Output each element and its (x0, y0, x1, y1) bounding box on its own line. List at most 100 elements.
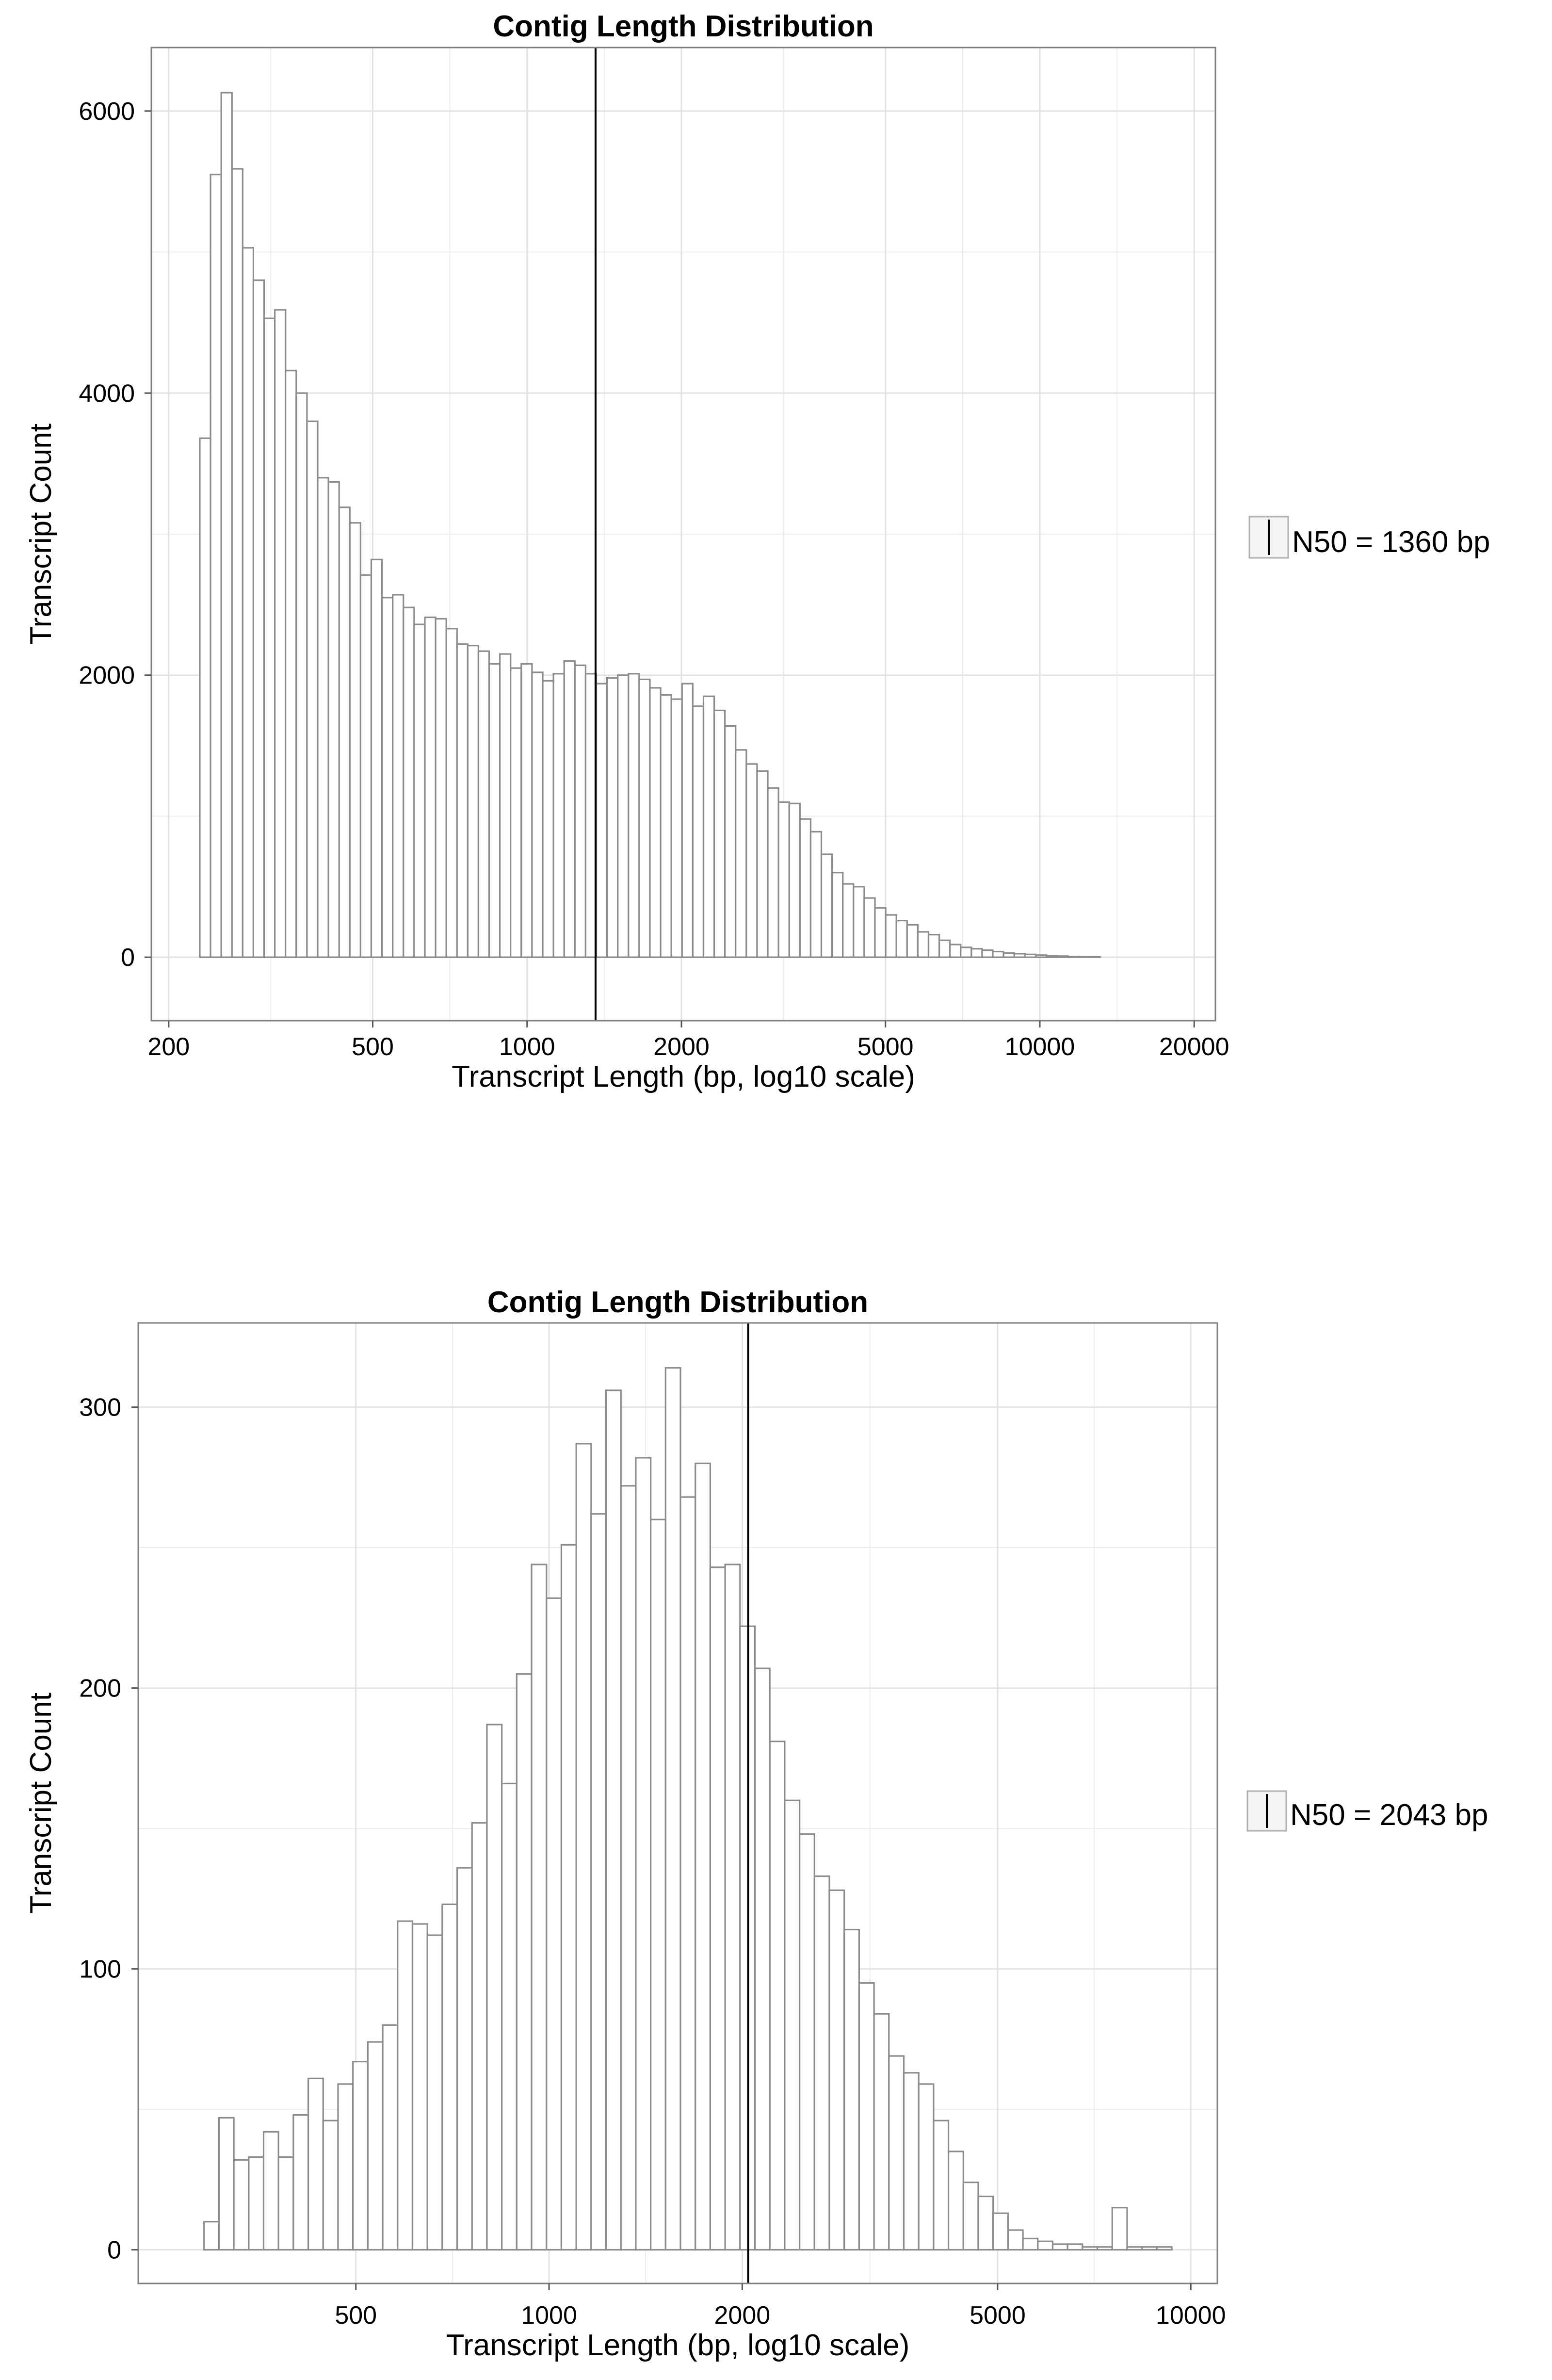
histogram-bar (531, 671, 544, 958)
x-tick-label: 2000 (714, 2301, 771, 2330)
y-tick-label: 200 (79, 1675, 121, 1703)
x-tick-label: 1000 (521, 2301, 577, 2330)
histogram-bar (777, 801, 790, 958)
histogram-bar (277, 2156, 294, 2251)
histogram-bar (435, 618, 447, 958)
histogram-bar (595, 683, 608, 958)
histogram-bar (813, 1875, 830, 2251)
histogram-bar (411, 1923, 428, 2251)
histogram-bar (745, 763, 758, 958)
y-tick-label: 0 (107, 2236, 121, 2265)
histogram-bar (888, 2055, 905, 2251)
legend-label: N50 = 1360 bp (1292, 525, 1490, 559)
histogram-bar (233, 2159, 250, 2251)
histogram-bar (338, 506, 351, 958)
histogram-bar (863, 897, 876, 958)
histogram-bar (1111, 2207, 1128, 2251)
histogram-bar (1088, 956, 1101, 958)
histogram-bar (413, 623, 426, 958)
legend: N50 = 1360 bp (1248, 516, 1490, 559)
histogram-bar (203, 2221, 220, 2251)
histogram-bar (906, 924, 919, 958)
histogram-bar (263, 317, 276, 958)
histogram-bar (590, 1513, 607, 2251)
histogram-bar (754, 1667, 771, 2251)
histogram-bar (220, 92, 233, 958)
histogram-bar (1141, 2246, 1158, 2251)
histogram-bar (456, 643, 469, 958)
histogram-bar (679, 1496, 696, 2251)
histogram-bar (970, 948, 983, 958)
histogram-bar (546, 1597, 563, 2251)
histogram-bar (1007, 2229, 1024, 2251)
legend-label: N50 = 2043 bp (1290, 1798, 1488, 1832)
histogram-bar (359, 574, 372, 958)
histogram-bar (392, 594, 404, 958)
x-tick-label: 200 (147, 1033, 190, 1061)
y-tick-label: 0 (121, 944, 135, 972)
histogram-bar (938, 939, 951, 958)
histogram-bar (574, 664, 587, 958)
x-tick-label: 5000 (857, 1033, 914, 1061)
histogram-bar (756, 770, 769, 958)
histogram-bar (874, 907, 887, 958)
histogram-bar (638, 678, 651, 958)
histogram-bar (809, 831, 823, 958)
histogram-bar (692, 705, 705, 958)
histogram-bar (306, 420, 319, 958)
histogram-bar (1156, 2246, 1173, 2251)
histogram-bar (445, 628, 458, 958)
histogram-bar (292, 2114, 309, 2251)
histogram-bar (218, 2117, 235, 2251)
chart-bottom: 0 100 200 300 500 1000 2000 5000 10000 Contig Len… (24, 1286, 1488, 2362)
histogram-bar (842, 883, 855, 958)
histogram-bar (285, 370, 297, 958)
histogram-bar (702, 695, 715, 958)
y-tick-label: 4000 (79, 379, 135, 408)
histogram-bar (322, 2119, 339, 2251)
x-tick-label: 20000 (1159, 1033, 1229, 1061)
histogram-bar (424, 616, 436, 958)
histogram-bar (831, 872, 844, 958)
y-axis-label: Transcript Count (24, 424, 58, 645)
histogram-bar (516, 1673, 533, 2251)
histogram-bar (895, 919, 908, 958)
histogram-bar (1045, 955, 1058, 958)
histogram-bar (499, 653, 512, 958)
histogram-bar (767, 787, 779, 958)
histogram-bar (563, 660, 576, 958)
histogram-bar (575, 1443, 592, 2251)
x-axis-label: Transcript Length (bp, log10 scale) (452, 1060, 915, 1093)
y-tick-label: 6000 (79, 98, 135, 126)
histogram-bar (403, 606, 415, 958)
histogram-bar (981, 949, 994, 958)
histogram-bar (820, 853, 833, 958)
histogram-bar (713, 709, 726, 958)
chart-title: Contig Length Distribution (493, 10, 873, 43)
histogram-bar (620, 1485, 637, 2251)
histogram-bar (784, 1799, 801, 2251)
histogram-bar (960, 946, 972, 958)
histogram-bar (858, 1982, 875, 2251)
histogram-bar (799, 1833, 815, 2251)
histogram-bar (274, 309, 287, 958)
histogram-bar (1002, 952, 1015, 958)
histogram-bar (456, 1867, 473, 2251)
histogram-bar (252, 279, 265, 958)
histogram-bar (199, 437, 211, 958)
x-tick-label: 500 (352, 1033, 394, 1061)
histogram-bar (1056, 955, 1069, 958)
x-tick-label: 10000 (1156, 2301, 1226, 2330)
histogram-bar (1024, 953, 1037, 958)
histogram-bar (885, 914, 897, 958)
histogram-bar (649, 687, 662, 958)
histogram-bar (788, 802, 801, 958)
histogram-bar (709, 1566, 726, 2251)
y-tick-label: 2000 (79, 662, 135, 690)
x-tick-label: 500 (335, 2301, 377, 2330)
histogram-bar (1126, 2246, 1143, 2251)
histogram-bar (426, 1934, 443, 2251)
x-tick-label: 1000 (499, 1033, 555, 1061)
histogram-bar (1051, 2243, 1068, 2251)
y-tick-label: 100 (79, 1956, 121, 1984)
